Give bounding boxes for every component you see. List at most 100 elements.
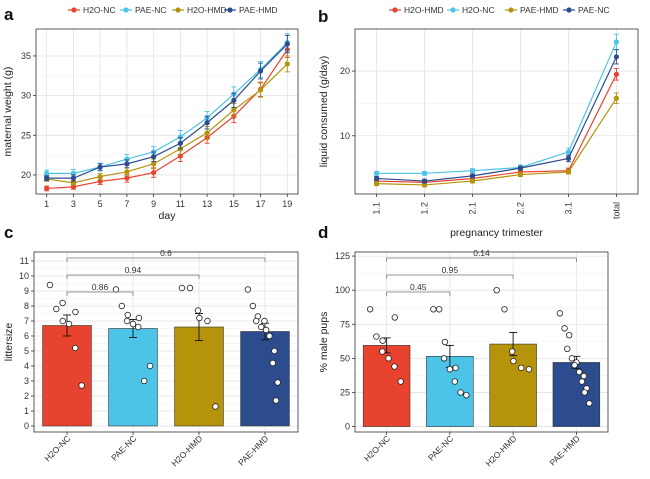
series-PAE-HMD [44,34,290,182]
x-tick-label: H2O-HMD [483,433,518,468]
data-point [379,337,386,344]
y-tick-label: 100 [335,285,350,295]
legend-marker [450,7,456,13]
data-point [568,355,576,362]
series-line [376,56,617,182]
data-point [44,185,50,192]
data-point [124,169,130,175]
comparison-bracket [386,291,451,296]
x-tick-label: 11 [176,199,185,209]
comparison-bracket [66,257,266,262]
series-line [376,74,617,183]
panel-letter: c [4,223,13,242]
data-point [253,317,260,325]
data-point [266,332,273,340]
data-point [59,299,66,307]
data-point [525,366,533,373]
series-line [376,41,617,174]
panel-c: 0 1 2 3 4 5 6 7 8 9 10 11 0.6 0.94 0.86 H2O-NC PAE-NC H2O… [3,248,299,468]
y-tick-label: 9 [24,286,29,296]
x-tick-label: 15 [229,199,239,209]
data-point [177,134,183,140]
y-tick-label: 7 [24,316,29,326]
data-point [186,284,194,292]
x-tick-label: 5 [98,199,103,209]
panel-letter: d [318,223,328,242]
data-point [151,154,157,160]
data-point [151,161,157,167]
data-point [565,169,572,175]
data-point [284,41,290,47]
data-point [373,181,380,187]
data-point [501,306,508,313]
data-point [97,173,103,180]
data-point [576,368,583,376]
comparison-bracket [386,274,514,279]
p-value-label: 0.45 [410,282,427,292]
x-tick-label: 3 [71,199,76,209]
p-value-label: 0.86 [92,282,109,292]
data-point [397,378,404,385]
y-tick-label: 20 [21,170,31,180]
data-point [178,284,186,292]
series-H2O-NC [44,41,290,192]
panel-border [35,28,299,195]
legend: H2O-HMD H2O-NC PAE-HMD PAE-NC [389,5,610,15]
data-point [212,403,219,410]
data-point [53,305,60,313]
y-tick-label: 50 [340,353,350,363]
series-PAE-HMD [373,92,620,188]
legend-label: H2O-HMD [404,5,444,15]
data-point [44,175,50,181]
data-point [72,344,79,352]
panel-border [354,28,639,195]
legend-marker [508,7,514,13]
data-point [135,323,142,331]
series-H2O-HMD [373,68,620,185]
data-point [421,178,428,184]
data-point [581,389,588,396]
data-point [177,140,183,146]
y-tick-label: 25 [21,130,31,140]
data-point [231,107,237,113]
x-tick-label: PAE-NC [426,433,455,462]
data-point [452,364,459,372]
legend-marker [566,7,572,13]
legend-label: PAE-NC [135,5,167,15]
data-point [435,306,443,313]
y-tick-label: 10 [19,271,29,281]
data-point [274,379,281,386]
x-tick-label: PAE-HMD [547,433,581,467]
data-point [257,323,265,331]
data-point [379,348,386,355]
data-point [129,320,137,328]
y-tick-label: 4 [24,361,29,371]
data-point [373,175,380,182]
y-tick-label: 5 [24,346,29,356]
data-point [269,359,276,367]
y-axis-label: liquid consumed (g/day) [318,56,330,167]
data-point [441,338,449,346]
y-axis-label: littersize [3,323,15,362]
data-point [249,302,257,310]
x-tick-label: 1.2 [420,202,430,215]
y-axis-label: % male pups [318,312,330,373]
x-tick-label: PAE-HMD [236,433,270,467]
y-tick-label: 1 [24,406,29,416]
x-tick-label: H2O-NC [362,433,392,463]
data-point [366,306,374,313]
data-point [97,164,103,170]
legend-label: H2O-NC [462,5,495,15]
data-point [284,61,290,67]
data-point [112,286,120,293]
data-point [272,397,280,404]
data-point [196,314,203,322]
series-line [46,42,288,174]
y-tick-label: 6 [24,331,29,341]
data-point [493,286,500,294]
x-tick-label: H2O-NC [42,433,72,463]
data-point [556,310,564,317]
panel-border [354,251,609,433]
